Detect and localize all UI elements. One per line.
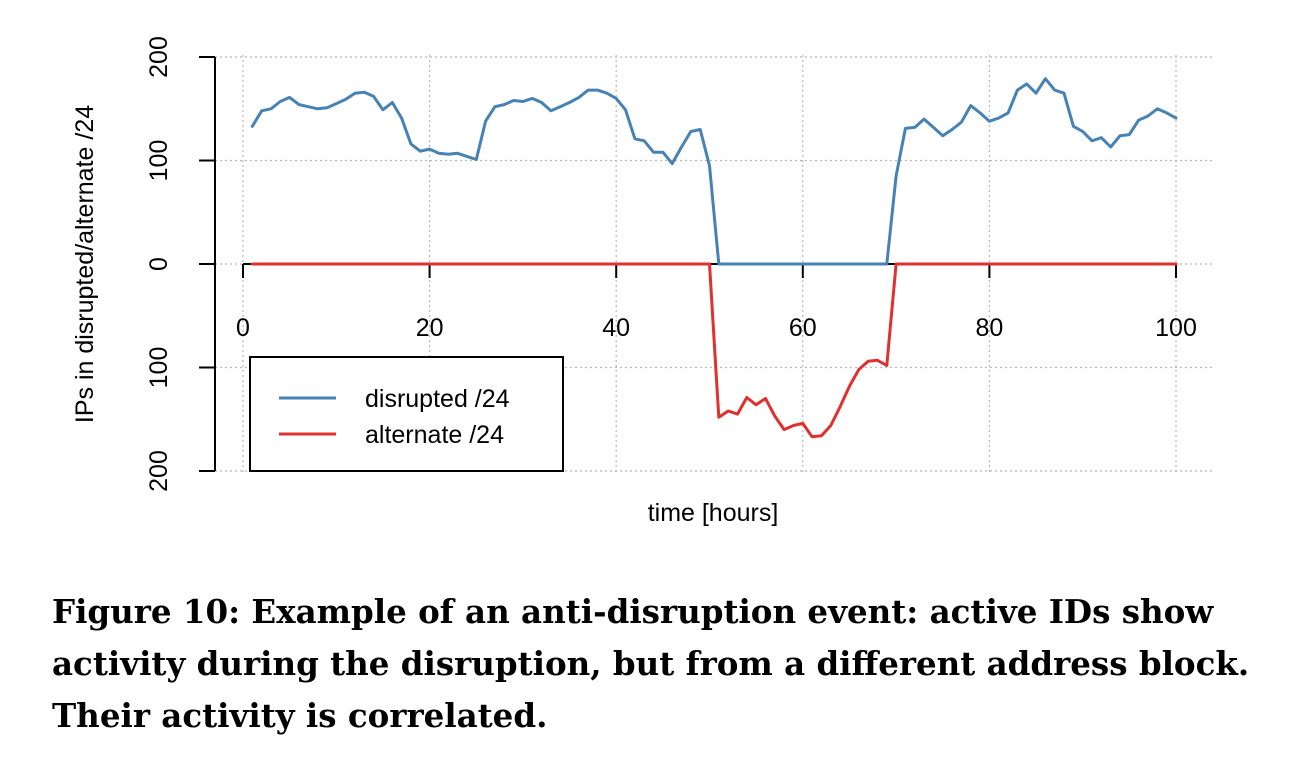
x-tick-label: 0 xyxy=(236,314,250,342)
x-tick-label: 100 xyxy=(1155,314,1197,342)
x-tick-label: 20 xyxy=(416,314,444,342)
x-tick-label: 80 xyxy=(975,314,1003,342)
series-lines xyxy=(250,77,1178,439)
y-tick-label: 200 xyxy=(145,450,173,492)
y-tick-label: 0 xyxy=(145,257,173,271)
y-tick-label: 100 xyxy=(145,140,173,182)
y-tick-label: 200 xyxy=(145,36,173,78)
legend-label: alternate /24 xyxy=(365,421,504,449)
y-axis-label: IPs in disrupted/alternate /24 xyxy=(71,105,99,423)
series-line-alternate xyxy=(250,262,1178,439)
figure-caption: Figure 10: Example of an anti-disruption… xyxy=(52,592,1250,735)
legend-label: disrupted /24 xyxy=(365,385,510,413)
x-tick-label: 40 xyxy=(602,314,630,342)
legend-box xyxy=(249,356,564,472)
x-axis-ticks: 0 20 40 60 80 100 xyxy=(236,264,1197,342)
y-axis: 200 100 0 100 200 xyxy=(145,36,216,492)
x-axis-label: time [hours] xyxy=(648,499,779,527)
y-tick-label: 100 xyxy=(145,347,173,389)
series-line-disrupted xyxy=(250,77,1178,266)
x-tick-label: 60 xyxy=(789,314,817,342)
legend: disrupted /24 alternate /24 xyxy=(249,356,564,472)
